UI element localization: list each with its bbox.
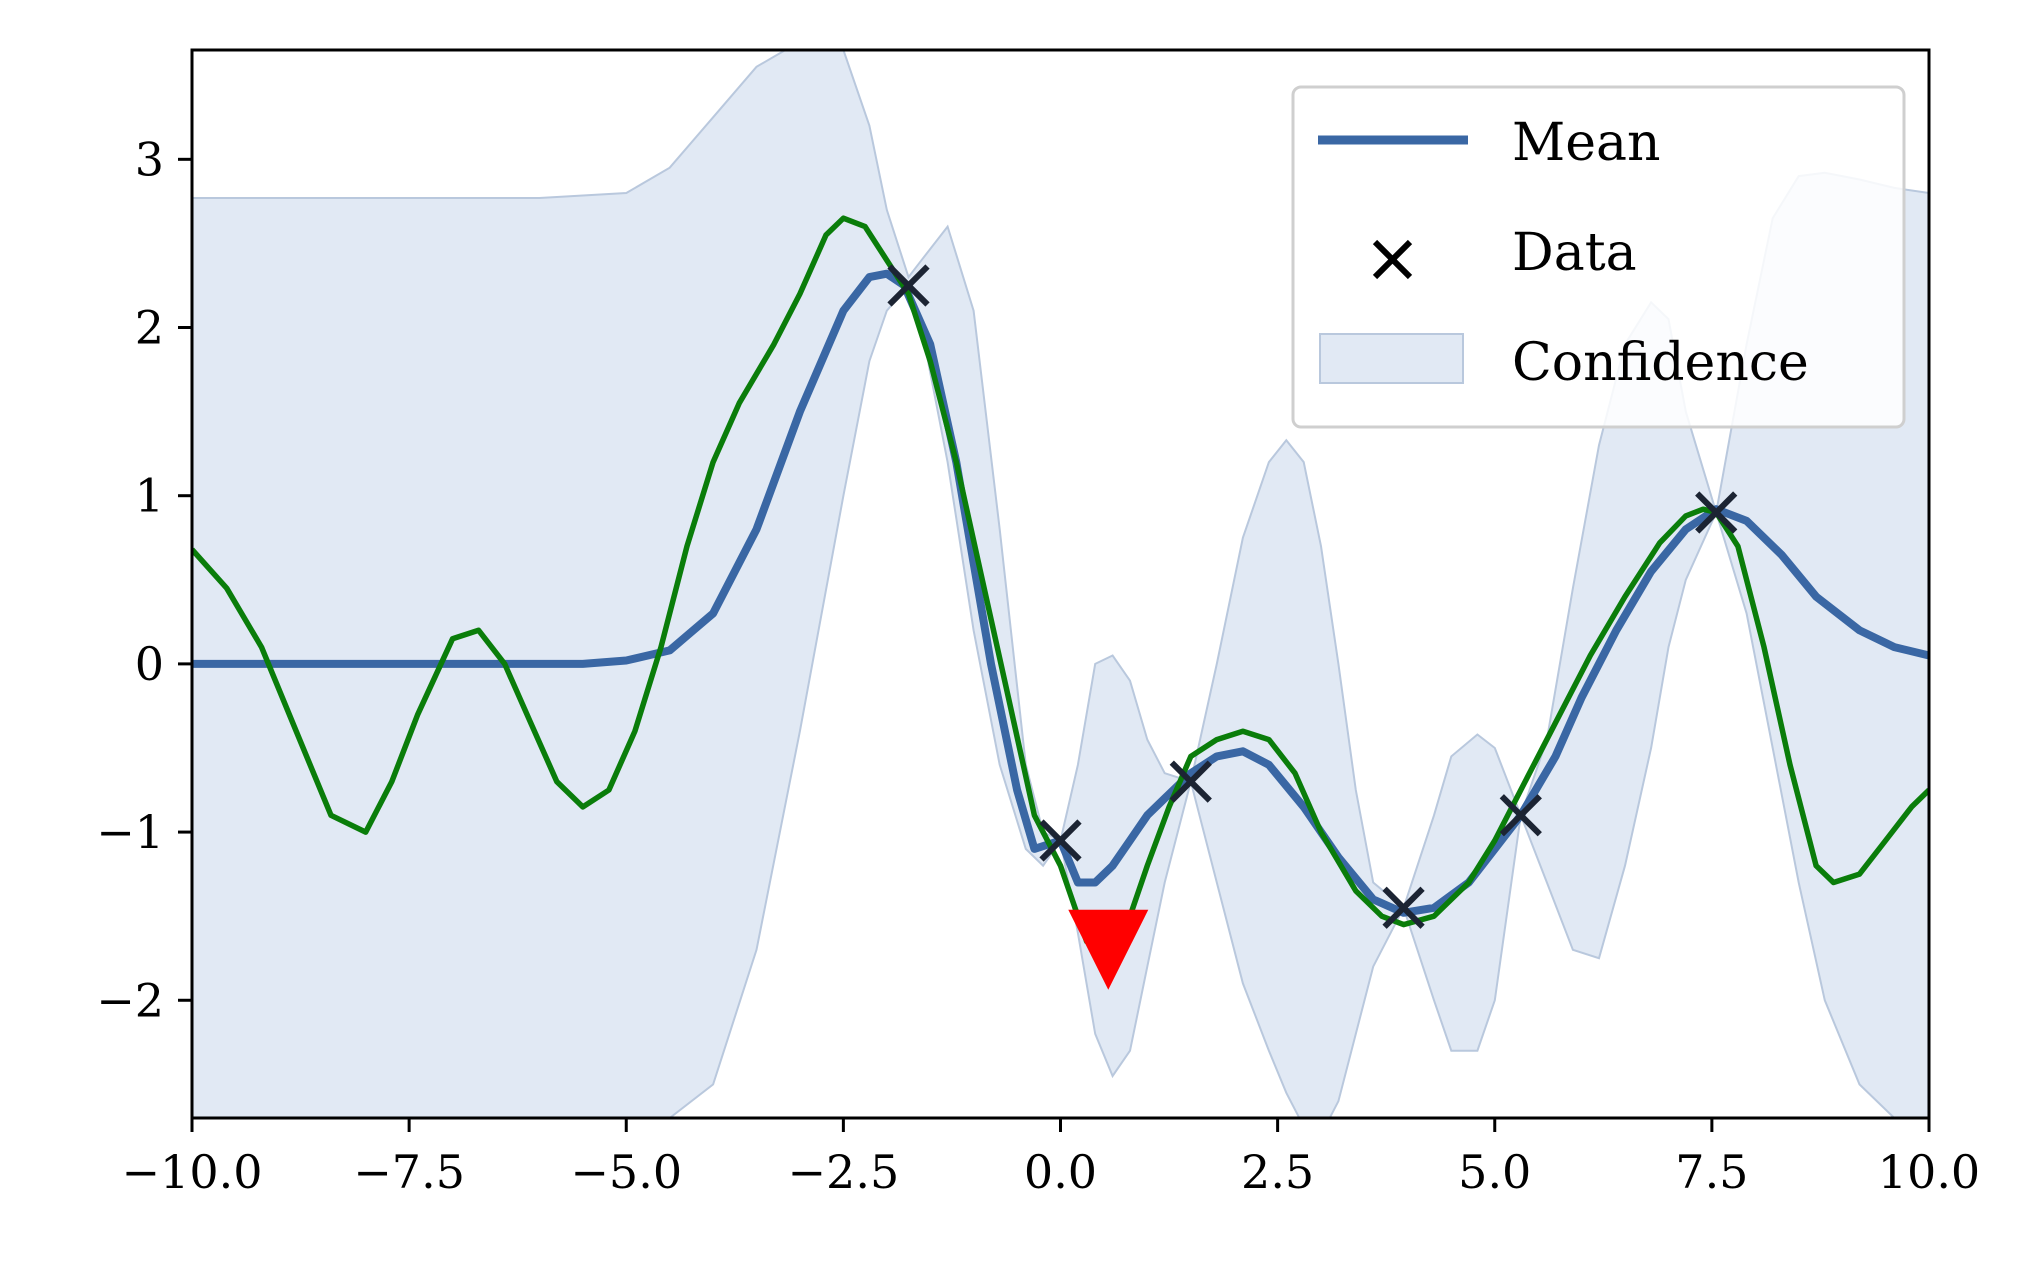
x-tick-label: 7.5 — [1675, 1145, 1748, 1199]
y-tick-label: 0 — [135, 637, 164, 691]
legend-mean-label: Mean — [1512, 113, 1661, 173]
y-tick-label: 2 — [135, 301, 164, 355]
x-tick-label: −7.5 — [353, 1145, 465, 1199]
x-tick-label: −10.0 — [122, 1145, 263, 1199]
x-tick-label: 2.5 — [1241, 1145, 1314, 1199]
legend: Mean Data Confidence — [1291, 85, 1906, 429]
x-tick-label: 10.0 — [1878, 1145, 1980, 1199]
y-tick-label: −2 — [96, 973, 164, 1027]
data-point-marker — [1039, 819, 1082, 862]
plot-area — [192, 50, 1929, 1118]
legend-data-swatch — [1372, 239, 1413, 280]
legend-confidence-swatch — [1319, 333, 1464, 384]
data-point-marker — [1169, 760, 1212, 803]
legend-data-label: Data — [1512, 223, 1637, 283]
data-point-marker — [1499, 794, 1542, 837]
x-tick-label: 5.0 — [1458, 1145, 1531, 1199]
x-tick-label: −5.0 — [570, 1145, 682, 1199]
x-axis: −10.0 −7.5 −5.0 −2.5 0.0 2.5 5.0 7.5 10.0 — [122, 1118, 1980, 1199]
data-markers — [887, 264, 1738, 929]
y-axis: −2 −1 0 1 2 3 — [96, 132, 192, 1027]
y-tick-label: −1 — [96, 805, 164, 859]
x-tick-label: 0.0 — [1024, 1145, 1097, 1199]
y-tick-label: 3 — [135, 132, 164, 186]
y-tick-label: 1 — [135, 469, 164, 523]
data-point-marker — [887, 264, 930, 307]
data-point-marker — [1382, 886, 1425, 929]
x-tick-label: −2.5 — [788, 1145, 900, 1199]
mean-line — [192, 269, 1929, 917]
legend-confidence-label: Confidence — [1512, 333, 1809, 393]
data-point-marker — [1695, 491, 1738, 534]
minimum-marker-triangle — [1068, 909, 1149, 990]
